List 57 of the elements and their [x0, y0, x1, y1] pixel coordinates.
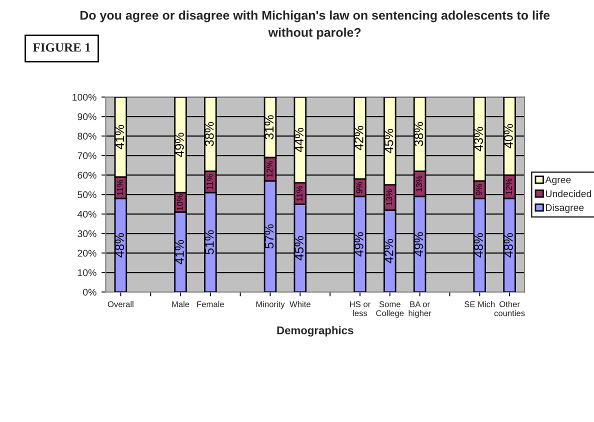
legend-label: Undecided — [546, 190, 592, 198]
y-tick-label: 0% — [83, 288, 96, 296]
y-tick-label: 80% — [78, 132, 96, 140]
data-label: 12% — [506, 178, 512, 194]
y-tick-label: 30% — [78, 230, 96, 238]
data-label: 48% — [474, 233, 483, 258]
data-label: 38% — [204, 122, 214, 146]
data-label: 45% — [384, 128, 394, 154]
data-label: 41% — [175, 240, 184, 264]
x-tick-label: Some College — [376, 301, 404, 318]
data-label: 41% — [115, 124, 124, 150]
y-tick-label: 70% — [78, 152, 96, 160]
y-tick-label: 50% — [78, 191, 96, 198]
data-label: 45% — [294, 236, 304, 260]
x-tick-label: White — [290, 301, 310, 308]
y-tick-label: 60% — [78, 172, 96, 179]
data-label: 48% — [504, 233, 513, 258]
data-label: 13% — [386, 189, 392, 206]
y-tick-label: 10% — [78, 269, 96, 276]
x-tick-label: Other counties — [494, 301, 525, 316]
y-tick-label: 90% — [78, 113, 96, 120]
data-label: 43% — [474, 126, 483, 152]
data-label: 57% — [264, 224, 274, 248]
data-label: 49% — [354, 232, 364, 256]
chart-title: Do you agree or disagree with Michigan's law on sentencing adolescents to life without parole? — [80, 10, 550, 40]
y-tick-label: 100% — [72, 94, 96, 101]
data-label: 42% — [354, 126, 364, 150]
x-tick-label: BA or higher — [408, 301, 432, 318]
data-label: 31% — [264, 115, 274, 140]
x-axis-title: Demographics — [277, 326, 354, 337]
x-tick-label: Female — [197, 301, 224, 308]
data-label: 51% — [204, 230, 214, 254]
data-label: 10% — [176, 194, 183, 210]
data-label: 44% — [294, 128, 304, 152]
x-tick-label: Male — [172, 301, 190, 308]
data-label: 40% — [504, 124, 513, 148]
data-label: 13% — [416, 176, 422, 192]
x-tick-label: SE Mich — [464, 301, 495, 308]
data-label: 49% — [414, 232, 424, 256]
data-label: 48% — [115, 233, 124, 258]
caption: FIGURE 1 — [32, 43, 90, 52]
legend-label: Agree — [545, 176, 571, 186]
data-label: 11% — [206, 174, 213, 190]
data-label: 9% — [476, 184, 482, 196]
data-label: 11% — [117, 180, 123, 196]
legend-label: Disagree — [546, 204, 584, 213]
data-label: 49% — [175, 132, 184, 158]
data-label: 42% — [384, 239, 394, 264]
data-label: 9% — [356, 182, 362, 194]
data-label: 38% — [414, 122, 424, 146]
data-label: 11% — [296, 186, 302, 201]
x-tick-label: Minority — [256, 301, 285, 309]
x-tick-label: HS or less — [350, 301, 370, 316]
data-label: 12% — [266, 161, 272, 177]
y-tick-label: 40% — [77, 210, 96, 218]
x-tick-label: Overall — [108, 301, 134, 308]
y-tick-label: 20% — [78, 250, 96, 257]
